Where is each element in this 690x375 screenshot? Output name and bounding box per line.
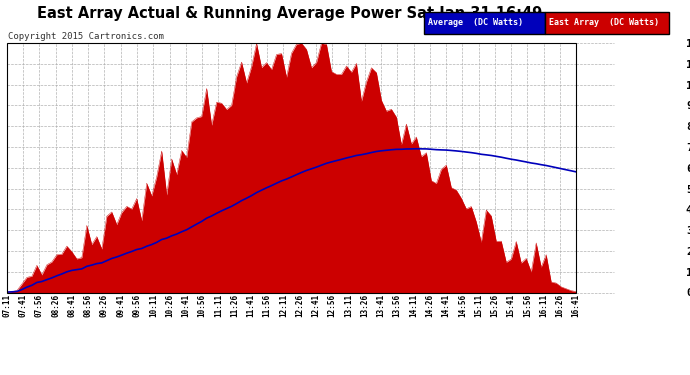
Text: East Array Actual & Running Average Power Sat Jan 31 16:49: East Array Actual & Running Average Powe… bbox=[37, 6, 542, 21]
Text: Average  (DC Watts): Average (DC Watts) bbox=[428, 18, 523, 27]
Text: East Array  (DC Watts): East Array (DC Watts) bbox=[549, 18, 658, 27]
Text: Copyright 2015 Cartronics.com: Copyright 2015 Cartronics.com bbox=[8, 32, 164, 41]
